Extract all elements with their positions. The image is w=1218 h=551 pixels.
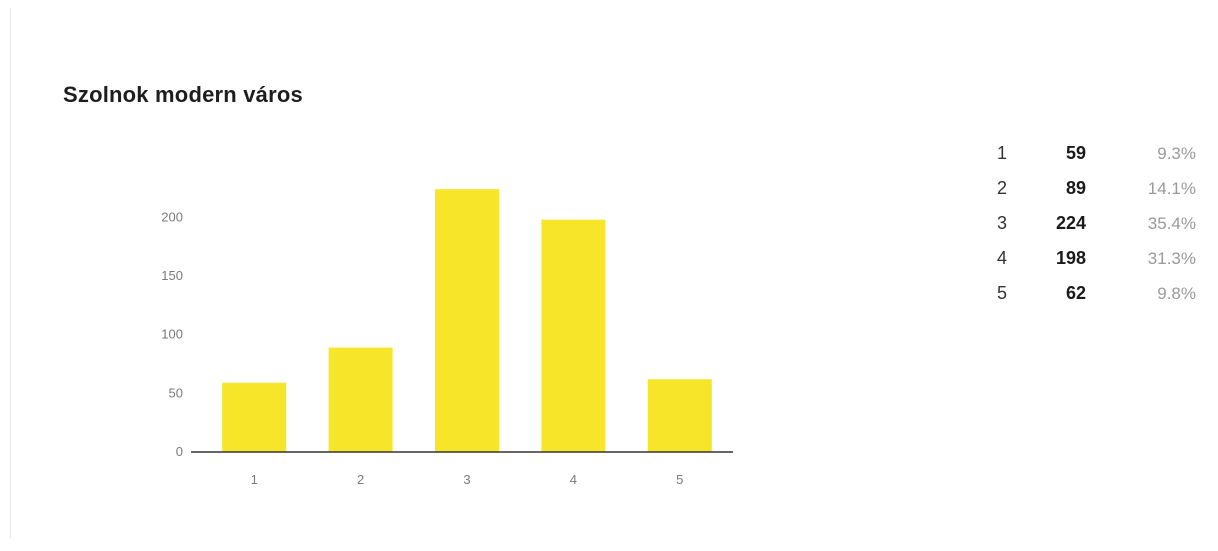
summary-percent: 14.1% xyxy=(1147,179,1196,198)
bar-chart-svg: 0 50 100 150 200 1 2 3 4 5 xyxy=(161,189,733,487)
summary-percent: 31.3% xyxy=(1147,249,1196,268)
summary-percent: 9.8% xyxy=(1157,284,1196,303)
response-summary: 1 59 9.3% 2 89 14.1% 3 224 35.4% 4 198 3… xyxy=(993,136,1208,311)
summary-percent: 9.3% xyxy=(1157,144,1196,163)
x-tick-label: 1 xyxy=(251,472,258,487)
summary-row: 3 224 35.4% xyxy=(993,206,1208,241)
y-tick-label: 0 xyxy=(176,444,183,459)
y-tick-label: 150 xyxy=(161,268,183,283)
chart-card: Szolnok modern város 0 50 100 150 200 1 2 3 4 5 1… xyxy=(10,8,1208,538)
summary-row: 4 198 31.3% xyxy=(993,241,1208,276)
summary-count: 89 xyxy=(1065,178,1086,198)
chart-title: Szolnok modern város xyxy=(63,82,303,107)
x-tick-label: 4 xyxy=(570,472,577,487)
summary-category: 4 xyxy=(997,248,1008,268)
summary-percent: 35.4% xyxy=(1147,214,1196,233)
summary-count: 224 xyxy=(1055,213,1086,233)
bar xyxy=(647,379,712,452)
summary-row: 1 59 9.3% xyxy=(993,136,1208,171)
summary-category: 2 xyxy=(997,178,1008,198)
bar xyxy=(222,382,287,452)
summary-count: 198 xyxy=(1055,248,1086,268)
y-tick-label: 200 xyxy=(161,209,183,224)
summary-category: 1 xyxy=(997,143,1008,163)
x-tick-label: 5 xyxy=(676,472,683,487)
x-tick-label: 2 xyxy=(357,472,364,487)
x-tick-label: 3 xyxy=(463,472,470,487)
summary-count: 59 xyxy=(1065,143,1086,163)
y-tick-label: 50 xyxy=(169,385,183,400)
bar xyxy=(435,189,499,452)
summary-row: 5 62 9.8% xyxy=(993,276,1208,311)
bar-chart: 0 50 100 150 200 1 2 3 4 5 xyxy=(111,178,771,518)
summary-category: 3 xyxy=(997,213,1008,233)
summary-category: 5 xyxy=(997,283,1008,303)
bar xyxy=(541,219,606,452)
summary-count: 62 xyxy=(1065,283,1086,303)
bar xyxy=(328,347,393,452)
y-tick-label: 100 xyxy=(161,327,183,342)
summary-row: 2 89 14.1% xyxy=(993,171,1208,206)
